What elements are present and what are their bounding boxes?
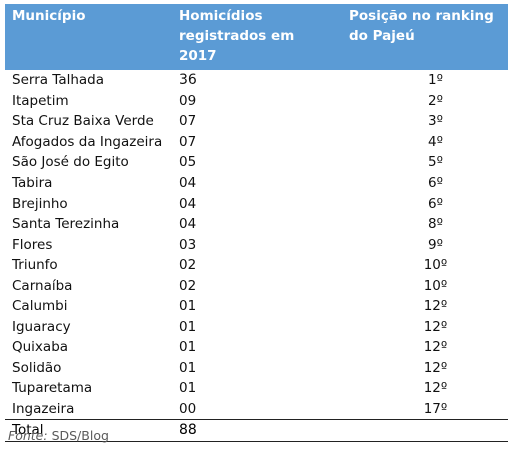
table-row: Quixaba 01 12º [5, 337, 508, 358]
homicidios-cell: 36 [179, 72, 197, 89]
homicidios-cell: 02 [179, 277, 197, 294]
posicao-cell: 2º [428, 92, 443, 109]
posicao-cell: 17º [337, 398, 508, 420]
homicidios-cell: 00 [173, 398, 337, 420]
table-header: Município Homicídios registrados em 2017… [5, 4, 508, 70]
posicao-cell: 8º [428, 216, 443, 233]
municipio-cell: Triunfo [12, 257, 58, 274]
homicidios-cell: 02 [179, 257, 197, 274]
table-row: Solidão 01 12º [5, 358, 508, 379]
municipio-cell: Calumbi [12, 298, 68, 315]
homicidios-cell: 07 [179, 133, 197, 150]
table-row: Tuparetama 01 12º [5, 378, 508, 399]
posicao-cell: 1º [428, 72, 443, 89]
homicide-ranking-table: Município Homicídios registrados em 2017… [5, 4, 508, 442]
total-empty-cell [337, 419, 508, 442]
municipio-cell: Itapetim [12, 92, 69, 109]
municipio-cell: Tuparetama [12, 380, 93, 397]
header-municipio: Município [5, 4, 173, 70]
table-row: Santa Terezinha 04 8º [5, 214, 508, 235]
posicao-cell: 3º [428, 113, 443, 130]
posicao-cell: 10º [423, 277, 448, 294]
municipio-cell: Serra Talhada [12, 72, 105, 89]
table-row: São José do Egito 05 5º [5, 152, 508, 173]
municipio-cell: Sta Cruz Baixa Verde [12, 113, 154, 130]
posicao-cell: 5º [428, 154, 443, 171]
homicidios-cell: 04 [179, 175, 197, 191]
posicao-cell: 12º [423, 380, 448, 397]
table-row: Serra Talhada 36 1º [5, 70, 508, 91]
total-row: Total 88 [5, 419, 508, 442]
table-row: Sta Cruz Baixa Verde 07 3º [5, 111, 508, 132]
source-label: Fonte: [8, 428, 48, 443]
municipio-cell: Iguaracy [12, 318, 71, 335]
table-row: Flores 03 9º [5, 234, 508, 255]
homicidios-cell: 04 [179, 216, 197, 233]
table-body: Serra Talhada 36 1º Itapetim 09 2º Sta Cruz Ba… [5, 70, 508, 420]
posicao-cell: 12º [423, 298, 448, 315]
homicidios-cell: 01 [179, 380, 197, 397]
homicidios-cell: 01 [179, 359, 197, 376]
municipio-cell: Tabira [12, 175, 53, 191]
source-note: Fonte: SDS/Blog [8, 428, 109, 443]
table-row: Carnaíba 02 10º [5, 275, 508, 296]
municipio-cell: Afogados da Ingazeira [12, 133, 163, 150]
header-posicao: Posição no ranking do Pajeú [337, 4, 508, 70]
total-value: 88 [173, 419, 337, 442]
posicao-cell: 12º [423, 339, 448, 356]
table-row: Brejinho 04 6º [5, 193, 508, 214]
municipio-cell: São José do Egito [12, 154, 129, 171]
table-row: Iguaracy 01 12º [5, 317, 508, 338]
homicidios-cell: 07 [179, 113, 197, 130]
table-row: Tabira 04 6º [5, 173, 508, 194]
posicao-cell: 9º [428, 236, 443, 253]
table-row: Calumbi 01 12º [5, 296, 508, 317]
total-label: Total [5, 419, 173, 442]
header-homicidios: Homicídios registrados em 2017 [173, 4, 337, 70]
municipio-cell: Quixaba [12, 339, 69, 356]
posicao-cell: 4º [428, 133, 443, 150]
municipio-cell: Solidão [12, 359, 62, 376]
table-row: Triunfo 02 10º [5, 255, 508, 276]
homicidios-cell: 01 [179, 339, 197, 356]
header-row: Município Homicídios registrados em 2017… [5, 4, 508, 70]
homicidios-cell: 01 [179, 318, 197, 335]
homicidios-cell: 09 [179, 92, 197, 109]
homicidios-cell: 01 [179, 298, 197, 315]
homicidios-cell: 05 [179, 154, 197, 171]
municipio-cell: Brejinho [12, 195, 68, 212]
table-row: Afogados da Ingazeira 07 4º [5, 132, 508, 153]
homicidios-cell: 03 [179, 236, 197, 253]
municipio-cell: Ingazeira [5, 398, 173, 420]
table-row: Ingazeira 00 17º [5, 398, 508, 420]
homicidios-cell: 04 [179, 195, 197, 212]
posicao-cell: 10º [423, 257, 448, 274]
table-row: Itapetim 09 2º [5, 91, 508, 112]
posicao-cell: 12º [423, 318, 448, 335]
municipio-cell: Santa Terezinha [12, 216, 120, 233]
table-footer: Total 88 [5, 419, 508, 442]
posicao-cell: 12º [423, 359, 448, 376]
municipio-cell: Carnaíba [12, 277, 73, 294]
municipio-cell: Flores [12, 236, 53, 253]
source-text: SDS/Blog [51, 428, 109, 443]
posicao-cell: 6º [428, 175, 443, 191]
posicao-cell: 6º [428, 195, 443, 212]
